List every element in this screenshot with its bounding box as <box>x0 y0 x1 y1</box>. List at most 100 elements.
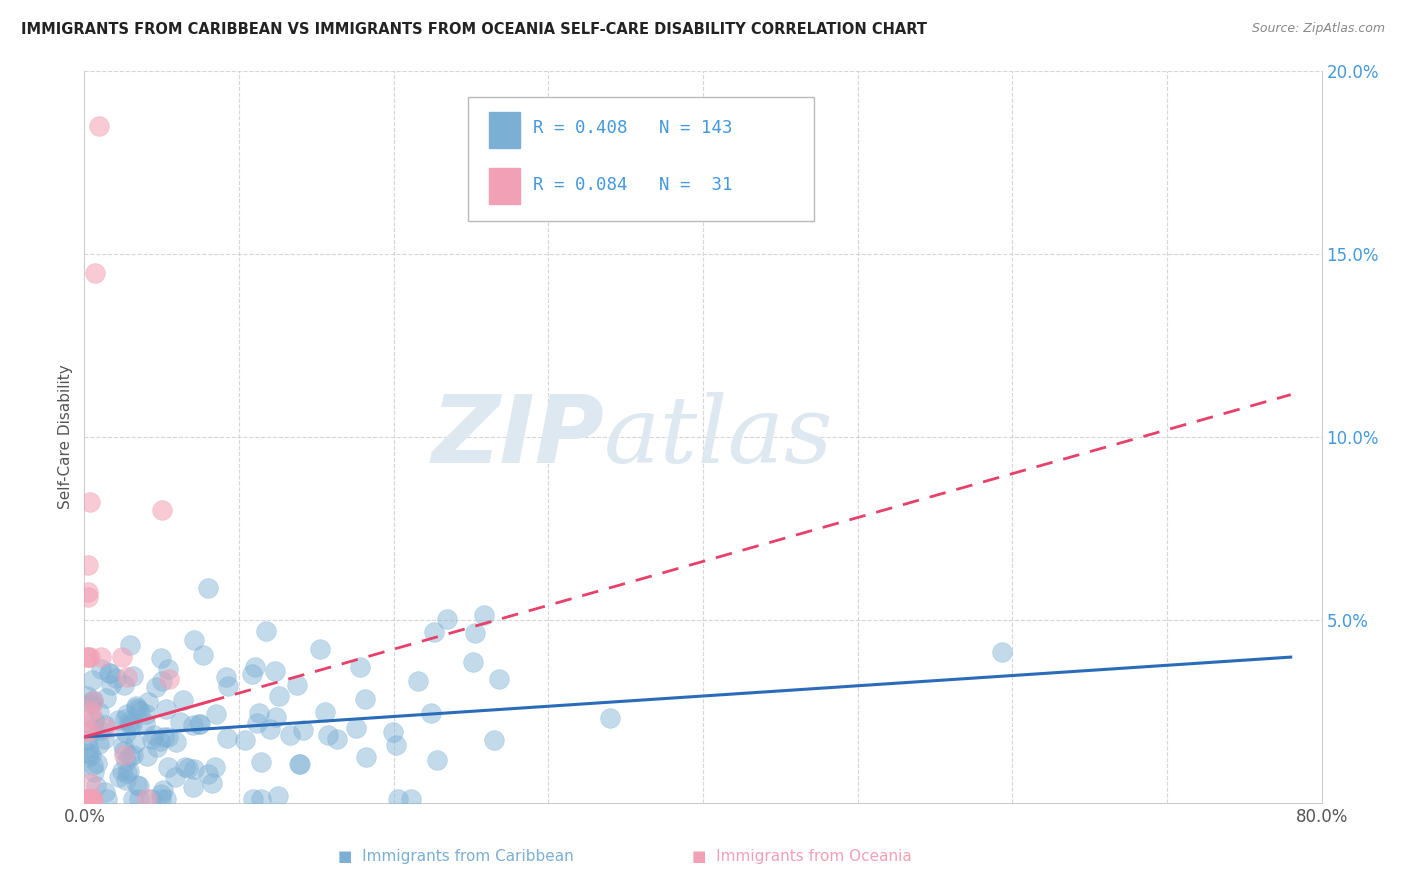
Point <box>267 789 290 803</box>
Point <box>354 749 377 764</box>
Point <box>150 673 173 688</box>
Text: R = 0.408   N = 143: R = 0.408 N = 143 <box>533 120 733 137</box>
Point <box>76 733 98 747</box>
Point <box>172 693 194 707</box>
Point <box>482 733 505 747</box>
Point <box>94 690 117 705</box>
Point <box>79 776 101 790</box>
Point <box>97 666 120 681</box>
Point <box>107 714 129 728</box>
Point <box>79 792 101 806</box>
Point <box>247 706 270 720</box>
Point <box>408 674 430 689</box>
Point <box>233 732 256 747</box>
Point <box>125 698 148 713</box>
Point <box>201 776 224 790</box>
Point <box>115 725 138 739</box>
Point <box>150 503 173 517</box>
Point <box>80 747 103 762</box>
Point <box>80 792 103 806</box>
Point <box>77 723 100 738</box>
Point <box>135 792 157 806</box>
Point <box>426 753 449 767</box>
Point <box>149 733 172 747</box>
Point <box>115 754 138 768</box>
Point <box>344 721 367 735</box>
Point <box>488 672 510 686</box>
Point <box>111 649 134 664</box>
Text: ■  Immigrants from Oceania: ■ Immigrants from Oceania <box>692 849 912 863</box>
Point <box>181 780 204 794</box>
Point <box>118 715 141 730</box>
Point <box>79 747 101 761</box>
Point <box>204 760 226 774</box>
Point <box>115 766 138 780</box>
Point <box>87 706 110 720</box>
Bar <box>489 168 520 204</box>
Point <box>128 792 150 806</box>
Point <box>79 792 101 806</box>
Point <box>385 738 408 752</box>
Point <box>243 660 266 674</box>
Point <box>141 731 163 746</box>
Text: Source: ZipAtlas.com: Source: ZipAtlas.com <box>1251 22 1385 36</box>
Point <box>125 701 148 715</box>
Point <box>399 792 422 806</box>
Point <box>87 737 110 751</box>
Point <box>149 792 172 806</box>
Point <box>290 757 312 772</box>
Point <box>125 778 148 792</box>
Point <box>76 590 98 604</box>
Point <box>108 770 131 784</box>
Y-axis label: Self-Care Disability: Self-Care Disability <box>58 365 73 509</box>
Point <box>89 723 111 737</box>
Point <box>316 728 339 742</box>
Point <box>76 584 98 599</box>
Point <box>115 670 138 684</box>
Point <box>111 764 134 778</box>
Point <box>82 757 104 772</box>
Point <box>112 678 135 692</box>
Point <box>325 731 347 746</box>
Point <box>136 748 159 763</box>
Point <box>82 792 104 806</box>
Point <box>94 721 117 735</box>
Point <box>314 705 336 719</box>
Point <box>76 649 98 664</box>
Point <box>83 765 105 780</box>
Point <box>121 716 143 731</box>
Point <box>114 772 136 787</box>
Point <box>128 780 150 794</box>
Point <box>163 770 186 784</box>
Point <box>135 706 157 721</box>
Text: atlas: atlas <box>605 392 834 482</box>
Point <box>90 649 112 664</box>
Point <box>77 792 100 806</box>
Text: ■  Immigrants from Caribbean: ■ Immigrants from Caribbean <box>337 849 574 863</box>
Point <box>93 732 115 747</box>
Point <box>77 750 100 764</box>
Point <box>82 694 104 708</box>
Point <box>269 690 291 704</box>
Point <box>278 728 301 742</box>
Point <box>381 724 404 739</box>
Point <box>191 648 214 662</box>
Point <box>80 697 103 711</box>
Point <box>104 671 127 685</box>
Point <box>80 695 103 709</box>
Point <box>94 785 117 799</box>
Point <box>84 779 107 793</box>
Point <box>157 730 180 744</box>
Point <box>250 792 273 806</box>
Point <box>120 718 142 732</box>
Text: IMMIGRANTS FROM CARIBBEAN VS IMMIGRANTS FROM OCEANIA SELF-CARE DISABILITY CORREL: IMMIGRANTS FROM CARIBBEAN VS IMMIGRANTS … <box>21 22 927 37</box>
Point <box>122 668 145 682</box>
Point <box>93 717 115 731</box>
Point <box>127 702 149 716</box>
Point <box>100 677 122 691</box>
Point <box>79 494 101 508</box>
Point <box>118 638 141 652</box>
Point <box>76 690 98 704</box>
Point <box>263 665 285 679</box>
Point <box>259 722 281 736</box>
